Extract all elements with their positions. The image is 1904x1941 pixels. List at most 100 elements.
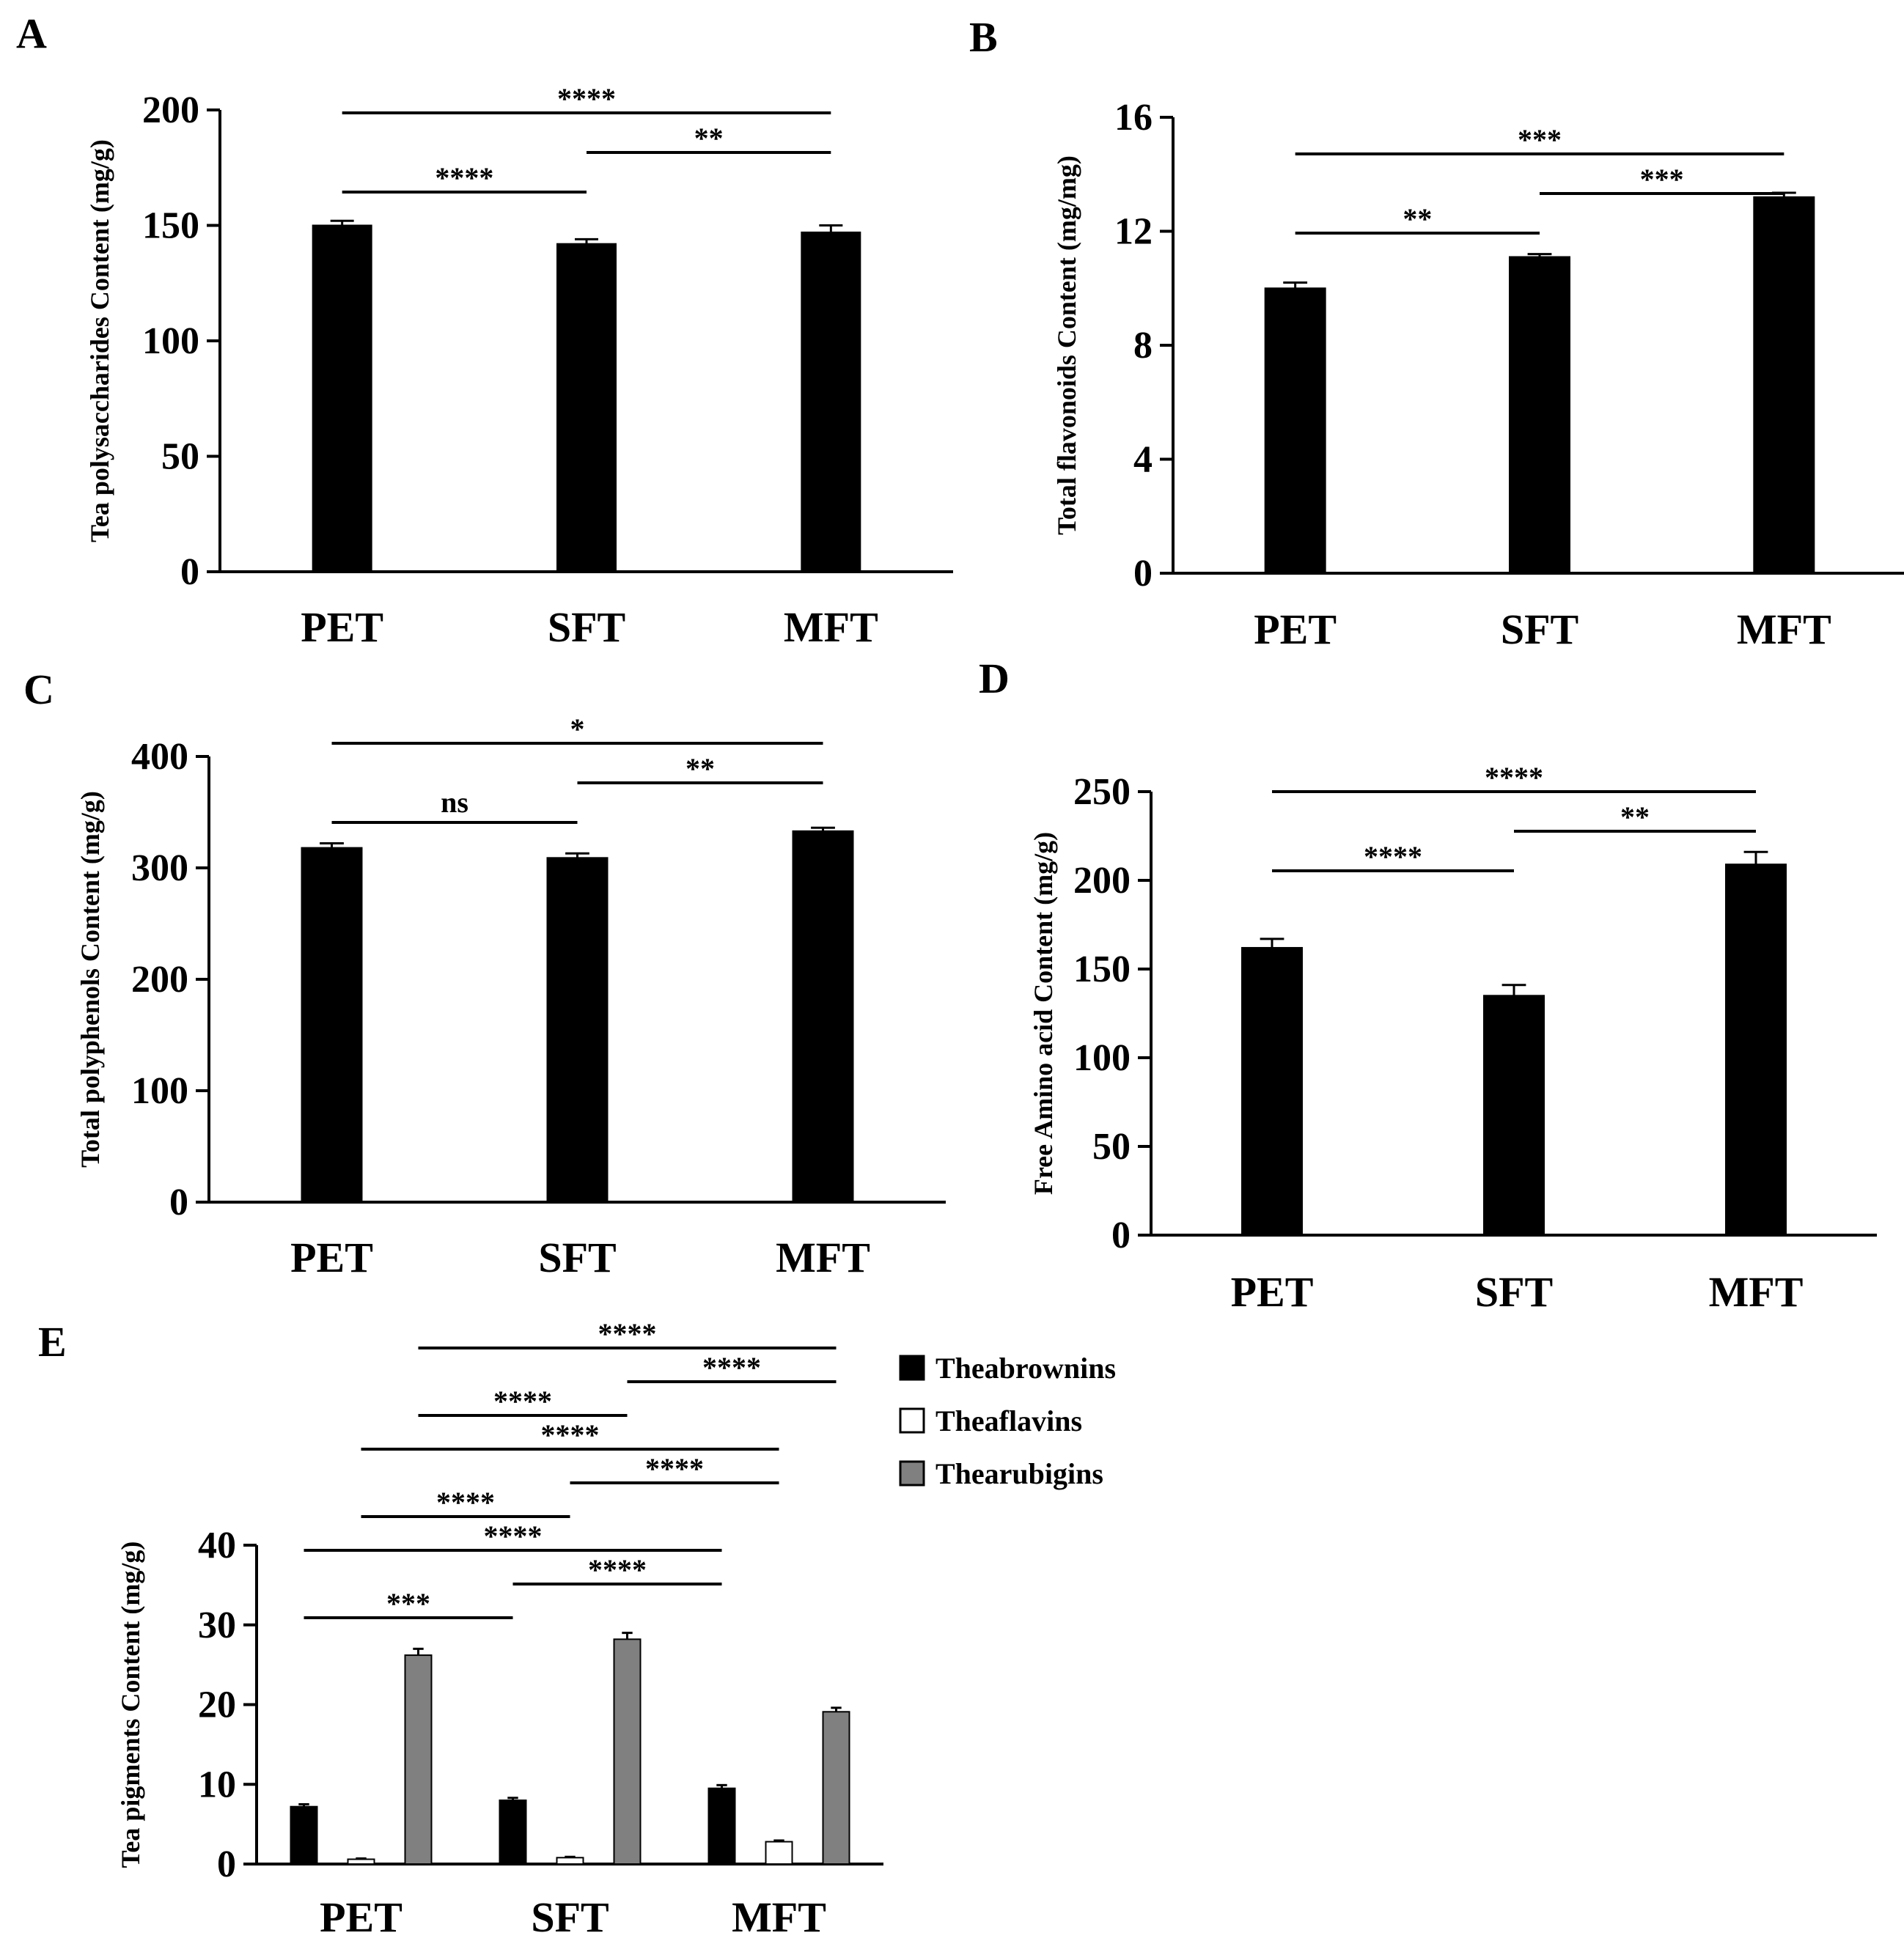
- x-category-label: PET: [290, 1234, 373, 1281]
- y-tick-label: 0: [180, 551, 199, 593]
- y-axis-label: Free Amino acid Content (mg/g): [1029, 832, 1058, 1195]
- x-category-label: SFT: [1475, 1268, 1553, 1316]
- y-tick-label: 30: [198, 1605, 236, 1646]
- significance-label: ns: [441, 786, 468, 819]
- bar: [1753, 196, 1815, 575]
- significance-label: ****: [436, 1486, 495, 1519]
- bar: [1483, 995, 1545, 1237]
- significance-label: ****: [557, 82, 616, 115]
- significance-label: ***: [386, 1587, 430, 1620]
- x-category-label: PET: [301, 603, 383, 651]
- significance-label: ****: [484, 1520, 543, 1553]
- panel-label: E: [38, 1318, 67, 1366]
- y-tick-label: 50: [161, 436, 199, 478]
- x-category-label: MFT: [732, 1893, 826, 1941]
- y-axis-label: Total polyphenols Content (mg/g): [76, 791, 105, 1168]
- y-tick-label: 12: [1114, 211, 1153, 253]
- bar: [613, 1638, 642, 1865]
- y-tick-label: 200: [142, 89, 199, 131]
- x-category-label: SFT: [548, 603, 625, 651]
- significance-label: ****: [1485, 761, 1543, 794]
- bar: [290, 1805, 318, 1865]
- y-axis-label: Total flavonoids Content (mg/mg): [1052, 155, 1081, 535]
- legend-swatch: [899, 1355, 925, 1381]
- y-tick-label: 10: [198, 1764, 236, 1805]
- bar: [347, 1858, 375, 1866]
- bar: [822, 1711, 850, 1866]
- bar: [556, 243, 617, 572]
- y-tick-label: 300: [131, 847, 188, 889]
- bar: [707, 1787, 736, 1865]
- x-category-label: SFT: [1501, 605, 1578, 653]
- y-tick-label: 16: [1114, 97, 1153, 139]
- significance-label: **: [694, 122, 724, 155]
- legend-swatch: [899, 1407, 925, 1434]
- y-tick-label: 200: [1073, 860, 1131, 902]
- panel-b: B 0 4 8 12 16 Total flavonoids Content (mg/mg)…: [969, 13, 1904, 653]
- legend-label: Theaflavins: [936, 1404, 1082, 1437]
- significance-label: ***: [1640, 163, 1684, 196]
- y-tick-label: 100: [1073, 1037, 1131, 1079]
- significance-label: ****: [645, 1452, 704, 1485]
- y-tick-label: 0: [217, 1844, 236, 1885]
- y-tick-label: 20: [198, 1684, 236, 1726]
- x-category-label: MFT: [1737, 605, 1831, 653]
- significance-label: ****: [435, 161, 493, 194]
- y-tick-label: 8: [1133, 325, 1153, 367]
- y-tick-label: 100: [131, 1070, 188, 1112]
- legend-label: Thearubigins: [936, 1457, 1103, 1490]
- legend-swatch: [899, 1460, 925, 1487]
- bar: [556, 1857, 584, 1866]
- panel-label: D: [979, 655, 1010, 702]
- bar: [404, 1654, 433, 1865]
- panel-label: A: [16, 10, 47, 57]
- panel-e: E 0 10 20 30 40 Tea pigments Content (mg/g) PET…: [38, 1317, 1116, 1941]
- bar: [499, 1800, 527, 1865]
- bar: [792, 830, 854, 1203]
- bar: [1264, 287, 1326, 574]
- y-axis-label: Tea pigments Content (mg/g): [116, 1542, 145, 1868]
- x-category-label: MFT: [1709, 1268, 1804, 1316]
- bar: [546, 857, 609, 1203]
- significance-label: ****: [1364, 840, 1422, 873]
- panel-label: C: [23, 666, 54, 713]
- bar: [1509, 256, 1570, 574]
- y-tick-label: 0: [169, 1182, 188, 1223]
- significance-label: ****: [541, 1418, 600, 1451]
- bar: [1725, 863, 1787, 1236]
- x-category-label: PET: [320, 1893, 403, 1941]
- x-category-label: SFT: [538, 1234, 616, 1281]
- legend-label: Theabrownins: [936, 1352, 1116, 1385]
- y-tick-label: 150: [1073, 949, 1131, 990]
- significance-label: **: [1620, 800, 1650, 833]
- y-tick-label: 150: [142, 205, 199, 247]
- y-tick-label: 200: [131, 959, 188, 1001]
- y-tick-label: 250: [1073, 771, 1131, 813]
- bar: [301, 847, 363, 1203]
- y-tick-label: 40: [198, 1525, 236, 1566]
- panel-c: C 0 100 200 300 400 Total polyphenols Content …: [23, 666, 946, 1281]
- x-category-label: SFT: [531, 1893, 609, 1941]
- bar: [1241, 946, 1303, 1236]
- y-tick-label: 0: [1133, 553, 1153, 594]
- y-tick-label: 0: [1111, 1215, 1131, 1256]
- y-tick-label: 50: [1092, 1126, 1131, 1168]
- panel-a: A 0 50 100 150 200 Tea polysaccharides Content…: [16, 10, 953, 651]
- y-tick-label: 400: [131, 736, 188, 778]
- y-tick-label: 100: [142, 320, 199, 362]
- significance-label: **: [685, 752, 715, 785]
- bar: [801, 231, 861, 572]
- significance-label: ****: [588, 1553, 647, 1586]
- significance-label: ****: [493, 1385, 552, 1418]
- bar: [765, 1841, 793, 1866]
- significance-label: ***: [1518, 123, 1562, 156]
- significance-label: ****: [702, 1351, 761, 1384]
- significance-label: **: [1403, 202, 1432, 235]
- panel-label: B: [969, 13, 998, 61]
- y-axis-label: Tea polysaccharides Content (mg/g): [85, 139, 114, 542]
- significance-label: *: [570, 712, 585, 745]
- panel-d: D 0 50 100 150 200 250 Free Amino acid Content …: [979, 655, 1877, 1316]
- x-category-label: PET: [1231, 1268, 1314, 1316]
- x-category-label: MFT: [784, 603, 878, 651]
